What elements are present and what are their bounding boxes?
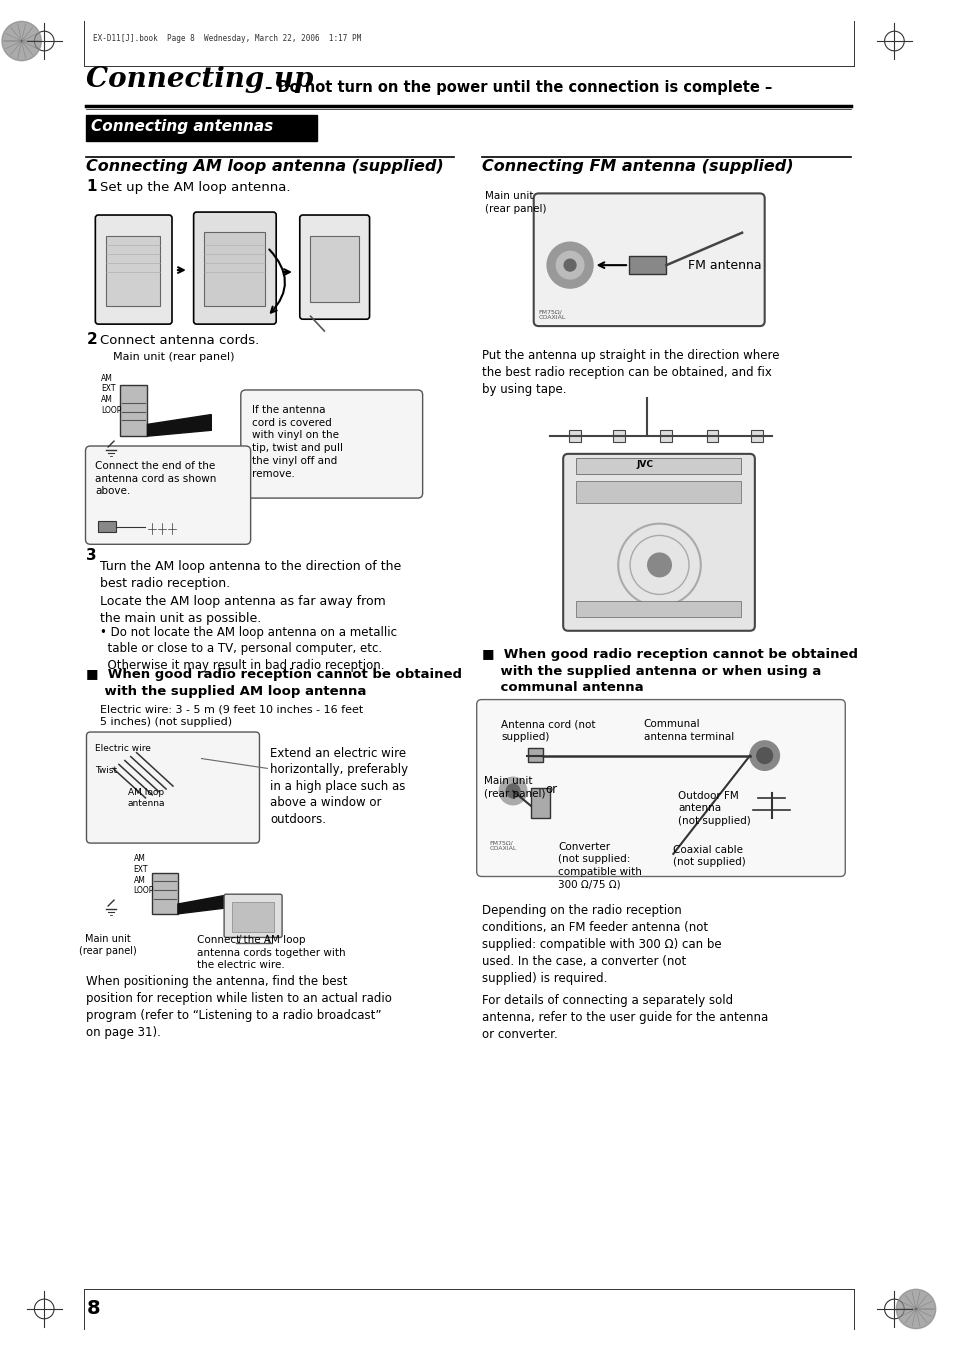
Text: Set up the AM loop antenna.: Set up the AM loop antenna. (100, 181, 291, 195)
Text: If the antenna
cord is covered
with vinyl on the
tip, twist and pull
the vinyl o: If the antenna cord is covered with viny… (252, 405, 342, 478)
Text: FM75Ω/
COAXIAL: FM75Ω/ COAXIAL (489, 840, 517, 851)
Text: Connect the AM loop
antenna cords together with
the electric wire.: Connect the AM loop antenna cords togeth… (196, 935, 345, 970)
Text: EX-D11[J].book  Page 8  Wednesday, March 22, 2006  1:17 PM: EX-D11[J].book Page 8 Wednesday, March 2… (93, 34, 361, 43)
Bar (576, 458, 740, 473)
Text: Locate the AM loop antenna as far away from
the main unit as possible.: Locate the AM loop antenna as far away f… (100, 596, 386, 626)
Text: Connect antenna cords.: Connect antenna cords. (100, 334, 259, 347)
Bar (569, 430, 580, 442)
Text: • Do not locate the AM loop antenna on a metallic
  table or close to a TV, pers: • Do not locate the AM loop antenna on a… (100, 626, 396, 671)
Bar (232, 902, 274, 932)
Text: Connecting antennas: Connecting antennas (91, 119, 274, 135)
Text: AM
LOOP: AM LOOP (101, 396, 121, 415)
FancyBboxPatch shape (87, 732, 259, 843)
Text: Connecting FM antenna (supplied): Connecting FM antenna (supplied) (481, 159, 792, 174)
Text: Put the antenna up straight in the direction where
the best radio reception can : Put the antenna up straight in the direc… (481, 349, 779, 396)
Bar (628, 257, 666, 274)
FancyBboxPatch shape (476, 700, 844, 877)
Bar (530, 788, 550, 817)
Text: Main unit (rear panel): Main unit (rear panel) (112, 353, 234, 362)
Circle shape (647, 553, 671, 577)
FancyBboxPatch shape (193, 212, 276, 324)
Circle shape (547, 243, 592, 288)
Text: Extend an electric wire
horizontally, preferably
in a high place such as
above a: Extend an electric wire horizontally, pr… (270, 747, 408, 825)
Text: 1: 1 (87, 180, 97, 195)
Text: Main unit
(rear panel): Main unit (rear panel) (79, 934, 137, 957)
Text: Depending on the radio reception
conditions, an FM feeder antenna (not
supplied:: Depending on the radio reception conditi… (481, 904, 720, 985)
Text: Outdoor FM
antenna
(not supplied): Outdoor FM antenna (not supplied) (678, 790, 750, 825)
Text: Connecting AM loop antenna (supplied): Connecting AM loop antenna (supplied) (87, 159, 444, 174)
Text: Electric wire: Electric wire (95, 743, 152, 753)
Circle shape (896, 1289, 935, 1328)
Circle shape (563, 259, 576, 272)
Text: Turn the AM loop antenna to the direction of the
best radio reception.: Turn the AM loop antenna to the directio… (100, 561, 401, 590)
Circle shape (749, 740, 779, 770)
FancyBboxPatch shape (299, 215, 369, 319)
Bar (576, 601, 740, 617)
Text: JVC: JVC (637, 459, 653, 469)
Bar (204, 232, 265, 307)
Text: Connecting up: Connecting up (87, 66, 314, 93)
Text: Main unit
(rear panel): Main unit (rear panel) (483, 777, 544, 798)
FancyBboxPatch shape (86, 446, 251, 544)
Text: For details of connecting a separately sold
antenna, refer to the user guide for: For details of connecting a separately s… (481, 994, 767, 1042)
Text: AM loop
antenna: AM loop antenna (128, 789, 165, 808)
Text: FM antenna: FM antenna (687, 259, 760, 272)
Bar (527, 747, 542, 762)
Circle shape (498, 777, 526, 805)
Circle shape (556, 251, 583, 278)
Text: AM
EXT: AM EXT (133, 854, 148, 874)
Text: ■  When good radio reception cannot be obtained
    with the supplied antenna or: ■ When good radio reception cannot be ob… (481, 648, 857, 694)
Bar (120, 385, 148, 436)
FancyBboxPatch shape (240, 390, 422, 499)
Bar (750, 430, 761, 442)
Text: 8: 8 (87, 1298, 100, 1317)
Text: 3: 3 (87, 549, 97, 563)
Text: ■  When good radio reception cannot be obtained
    with the supplied AM loop an: ■ When good radio reception cannot be ob… (87, 669, 462, 697)
Bar (87, 115, 317, 142)
FancyBboxPatch shape (95, 215, 172, 324)
Bar (613, 430, 624, 442)
Text: Main unit
(rear panel): Main unit (rear panel) (484, 192, 545, 213)
Text: Antenna cord (not
supplied): Antenna cord (not supplied) (500, 719, 595, 742)
Bar (152, 873, 177, 913)
Bar (576, 481, 740, 503)
Text: Twist: Twist (95, 766, 117, 775)
FancyBboxPatch shape (224, 894, 282, 938)
Text: Coaxial cable
(not supplied): Coaxial cable (not supplied) (673, 844, 745, 867)
Bar (659, 430, 672, 442)
Bar (310, 235, 358, 303)
FancyBboxPatch shape (562, 454, 754, 631)
Text: or: or (545, 784, 558, 796)
Circle shape (756, 747, 772, 763)
Text: FM75Ω/
COAXIAL: FM75Ω/ COAXIAL (538, 309, 565, 320)
Text: Converter
(not supplied:
compatible with
300 Ω/75 Ω): Converter (not supplied: compatible with… (558, 842, 641, 889)
Text: When positioning the antenna, find the best
position for reception while listen : When positioning the antenna, find the b… (87, 975, 392, 1039)
Text: Connect the end of the
antenna cord as shown
above.: Connect the end of the antenna cord as s… (95, 461, 216, 496)
FancyBboxPatch shape (533, 193, 764, 326)
Text: 2: 2 (87, 332, 97, 347)
Bar (98, 520, 116, 532)
Text: Communal
antenna terminal: Communal antenna terminal (643, 719, 733, 742)
Bar (706, 430, 718, 442)
Polygon shape (148, 415, 212, 436)
Text: – Do not turn on the power until the connection is complete –: – Do not turn on the power until the con… (260, 80, 772, 95)
Text: AM
EXT: AM EXT (101, 374, 115, 393)
Bar (106, 235, 160, 307)
Circle shape (506, 784, 519, 798)
Polygon shape (177, 896, 226, 913)
Text: Electric wire: 3 - 5 m (9 feet 10 inches - 16 feet
5 inches) (not supplied): Electric wire: 3 - 5 m (9 feet 10 inches… (100, 704, 363, 727)
Text: AM
LOOP: AM LOOP (133, 875, 153, 896)
Circle shape (2, 22, 41, 61)
